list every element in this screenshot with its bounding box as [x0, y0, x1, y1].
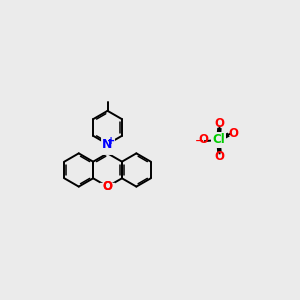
Text: N: N — [102, 138, 113, 151]
Text: +: + — [107, 136, 116, 146]
Text: O: O — [214, 117, 225, 130]
Text: O: O — [198, 134, 208, 146]
Text: Cl: Cl — [212, 134, 225, 146]
Text: −: − — [195, 136, 204, 146]
Text: O: O — [228, 128, 238, 140]
Text: O: O — [214, 150, 225, 163]
Text: O: O — [103, 180, 112, 193]
Text: O: O — [103, 180, 112, 193]
